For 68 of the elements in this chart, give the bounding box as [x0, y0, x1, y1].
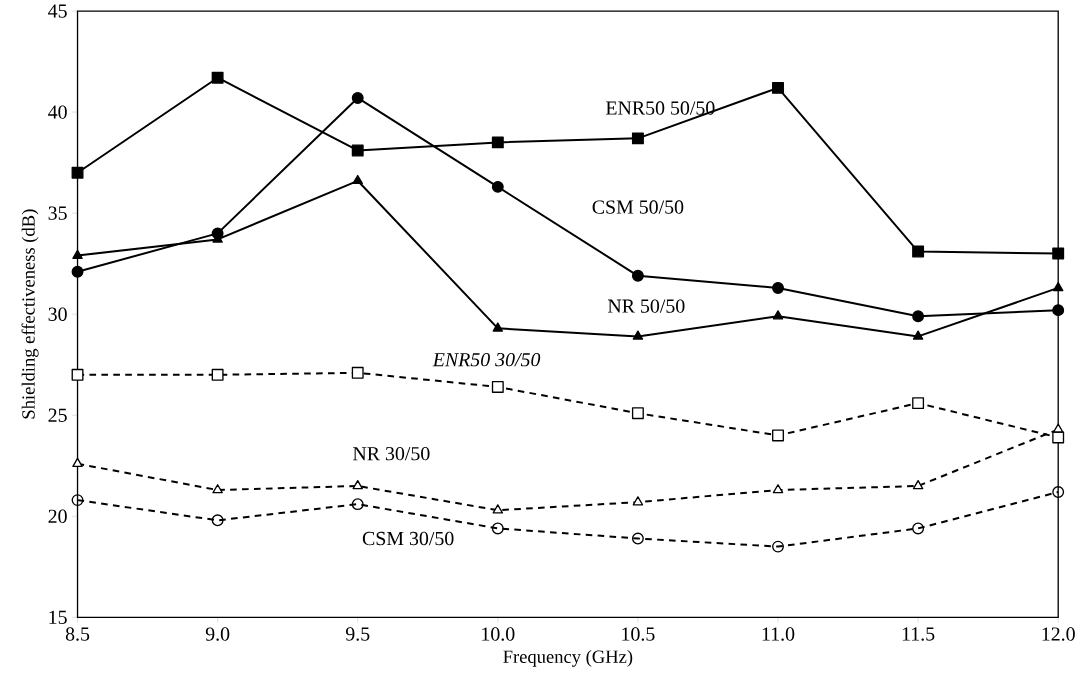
point — [1052, 247, 1065, 260]
point — [491, 380, 504, 393]
point — [772, 429, 784, 442]
y-tick-label: 25 — [48, 408, 67, 422]
point — [1052, 304, 1065, 317]
point — [1052, 486, 1065, 499]
point — [212, 484, 223, 494]
point — [211, 368, 224, 381]
point — [492, 504, 504, 514]
point — [71, 368, 84, 381]
point — [211, 71, 224, 84]
point — [492, 322, 504, 332]
point — [1052, 281, 1064, 292]
x-axis-title: Frequency (GHz) — [503, 649, 633, 667]
point — [71, 166, 84, 179]
y-tick-label: 40 — [48, 105, 67, 119]
point — [632, 496, 644, 506]
point — [912, 522, 925, 535]
point — [491, 136, 504, 149]
point — [72, 249, 83, 259]
point — [912, 330, 924, 340]
point — [211, 514, 224, 527]
point — [631, 532, 644, 545]
point — [352, 174, 363, 185]
y-tick-label: 20 — [48, 509, 67, 523]
y-tick-label: 30 — [48, 307, 67, 321]
series-label: CSM 50/50 — [592, 200, 684, 214]
point — [772, 484, 784, 494]
series-label: NR 30/50 — [352, 446, 430, 461]
y-tick-label: 45 — [48, 4, 67, 18]
point — [772, 81, 784, 94]
x-tick-label: 10.0 — [482, 627, 515, 641]
point — [351, 91, 364, 104]
point — [772, 540, 784, 553]
point — [72, 457, 83, 468]
point — [912, 245, 925, 258]
point — [772, 281, 784, 294]
x-tick-label: 9.5 — [345, 627, 370, 641]
point — [772, 310, 784, 320]
x-tick-label: 11.5 — [902, 627, 935, 641]
point — [912, 480, 924, 490]
point — [352, 480, 363, 490]
point — [631, 407, 644, 420]
x-tick-label: 11.0 — [762, 627, 795, 641]
point — [632, 330, 644, 340]
point — [491, 522, 504, 535]
y-axis-title: Shielding effectiveness (dB) — [21, 209, 39, 419]
y-tick-label: 35 — [48, 206, 67, 220]
point — [1052, 423, 1064, 433]
y-tick-label: 15 — [49, 610, 67, 624]
series-label: NR 50/50 — [607, 299, 685, 313]
point — [631, 132, 644, 145]
point — [631, 269, 644, 282]
series-label: CSM 30/50 — [362, 531, 454, 546]
x-tick-label: 10.5 — [622, 627, 655, 641]
point — [912, 397, 925, 410]
point — [491, 180, 504, 193]
x-tick-label: 8.5 — [65, 627, 90, 641]
point — [71, 265, 84, 278]
series-label: ENR50 30/50 — [432, 352, 541, 367]
point — [912, 310, 925, 323]
point — [351, 366, 364, 379]
x-tick-label: 12.0 — [1042, 627, 1075, 641]
series-label: ENR50 50/50 — [605, 101, 715, 115]
point — [351, 498, 364, 511]
point — [351, 144, 364, 157]
x-tick-label: 9.0 — [205, 627, 230, 641]
point — [71, 494, 84, 507]
